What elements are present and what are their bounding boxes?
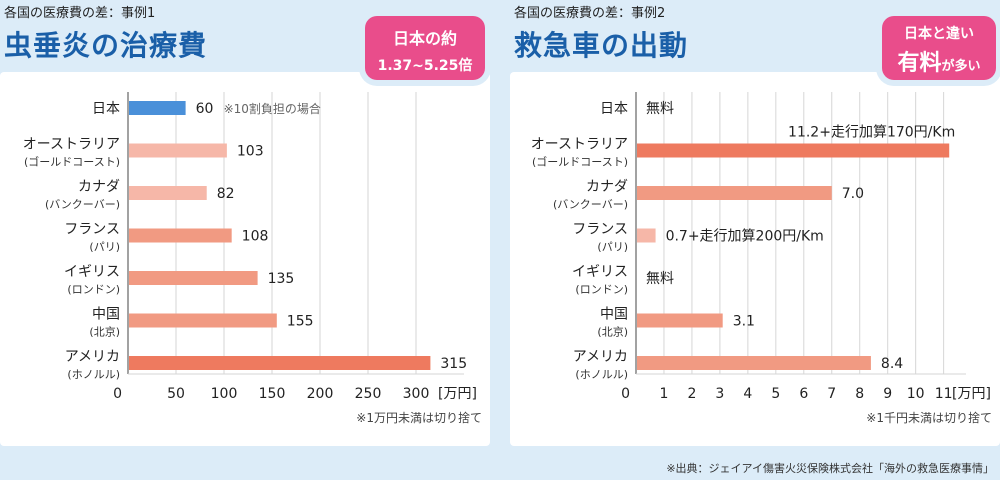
x-tick-label: 100: [211, 386, 238, 402]
x-tick-label: 50: [167, 386, 185, 402]
category-label: 中国: [600, 307, 628, 323]
category-label: オーストラリア: [23, 137, 120, 153]
bar: [637, 356, 871, 370]
x-tick-label: 3: [715, 386, 724, 402]
chart-card: [0, 72, 490, 446]
chart-panel-ambulance: 各国の医療費の差：事例2 救急車の出動 1 2 3 4 5 6 7 8 9 10 11 0 [万円] ※1…: [510, 0, 1000, 480]
category-label: 中国: [92, 307, 120, 323]
category-sublabel: (バンクーバー): [553, 198, 628, 211]
footnote: ※1万円未満は切り捨て: [356, 410, 482, 425]
value-label: 無料: [646, 101, 674, 117]
bar: [129, 101, 186, 115]
x-tick-label: 1: [660, 386, 669, 402]
bar: [129, 186, 207, 200]
footnote: ※1千円未満は切り捨て: [866, 410, 992, 425]
x-tick-label: 9: [883, 386, 892, 402]
appendicitis-bar-chart: 50 100 150 200 250 300 0 [万円] ※1万円未満は切り捨て 日本 60 ※10…: [23, 92, 482, 425]
x-tick-label: 150: [259, 386, 286, 402]
value-label: 155: [287, 314, 314, 330]
comparison-badge: 日本の約 1.37~5.25倍: [365, 16, 485, 80]
annotation: ※10割負担の場合: [224, 101, 321, 116]
category-sublabel: (パリ): [597, 241, 628, 254]
badge-line-2: 1.37~5.25倍: [377, 58, 473, 74]
x-tick-label: 5: [771, 386, 780, 402]
value-label: 103: [237, 144, 264, 160]
badge-line-1: 日本の約: [392, 29, 457, 48]
category-sublabel: (ホノルル): [67, 368, 120, 381]
value-label: 7.0: [842, 186, 864, 202]
bar: [637, 143, 950, 158]
x-origin-label: 0: [621, 386, 630, 402]
bar: [129, 143, 227, 158]
category-label: 日本: [600, 101, 628, 117]
category-label: カナダ: [586, 179, 628, 195]
x-tick-label: 6: [799, 386, 808, 402]
value-label: 11.2+走行加算170円/Km: [788, 125, 955, 141]
chart-title: 救急車の出動: [514, 29, 689, 62]
category-label: フランス: [64, 222, 120, 238]
badge-line-1: 日本と違い: [904, 26, 974, 42]
bar: [129, 313, 277, 328]
case-label: 各国の医療費の差：事例2: [514, 6, 666, 21]
value-label: 82: [217, 186, 235, 202]
category-sublabel: (ロンドン): [67, 283, 120, 296]
bar: [637, 186, 832, 200]
case-label: 各国の医療費の差：事例1: [4, 6, 156, 21]
category-label: 日本: [92, 101, 120, 117]
value-label: 135: [268, 271, 295, 287]
bar: [637, 228, 656, 243]
category-sublabel: (北京): [89, 325, 120, 339]
bar: [637, 313, 723, 328]
chart-panel-appendicitis: 各国の医療費の差：事例1 虫垂炎の治療費 50 100 150 200 250 300 0 […: [0, 0, 490, 480]
x-unit-label: [万円]: [952, 386, 991, 402]
chart-title: 虫垂炎の治療費: [4, 29, 208, 62]
category-label: オーストラリア: [531, 137, 628, 153]
x-unit-label: [万円]: [438, 386, 477, 402]
value-label: 0.7+走行加算200円/Km: [666, 229, 824, 245]
category-sublabel: (ゴールドコースト): [24, 155, 120, 169]
x-tick-label: 8: [855, 386, 864, 402]
category-sublabel: (北京): [597, 325, 628, 339]
x-tick-label: 11: [935, 386, 953, 402]
category-label: フランス: [572, 222, 628, 238]
bar: [129, 356, 431, 370]
category-sublabel: (ゴールドコースト): [532, 155, 628, 169]
category-label: アメリカ: [573, 349, 628, 365]
category-sublabel: (パリ): [89, 241, 120, 254]
x-tick-label: 300: [403, 386, 430, 402]
category-label: アメリカ: [65, 349, 120, 365]
category-label: イギリス: [64, 264, 120, 280]
category-label: イギリス: [572, 264, 628, 280]
value-label: 3.1: [733, 314, 755, 330]
x-tick-label: 2: [687, 386, 696, 402]
x-tick-label: 200: [307, 386, 334, 402]
value-label: 無料: [646, 271, 674, 287]
value-label: 108: [242, 229, 269, 245]
chart-card: [510, 72, 1000, 446]
bar: [129, 271, 258, 285]
x-tick-label: 10: [907, 386, 925, 402]
x-origin-label: 0: [113, 386, 122, 402]
source-note: ※出典：ジェイアイ傷害火災保険株式会社「海外の救急医療事情」: [666, 462, 994, 475]
category-sublabel: (ロンドン): [575, 283, 628, 296]
bar: [129, 228, 232, 243]
x-tick-label: 4: [743, 386, 752, 402]
value-label: 315: [440, 356, 467, 372]
badge-line-2-emphasis: 有料: [897, 51, 942, 76]
badge-line-2-rest: が多い: [941, 59, 981, 74]
value-label: 8.4: [881, 356, 903, 372]
comparison-badge: 日本と違い 有料が多い: [882, 16, 996, 80]
category-sublabel: (バンクーバー): [45, 198, 120, 211]
category-sublabel: (ホノルル): [575, 368, 628, 381]
x-tick-label: 250: [355, 386, 382, 402]
x-tick-label: 7: [827, 386, 836, 402]
value-label: 60: [196, 101, 214, 117]
category-label: カナダ: [78, 179, 120, 195]
